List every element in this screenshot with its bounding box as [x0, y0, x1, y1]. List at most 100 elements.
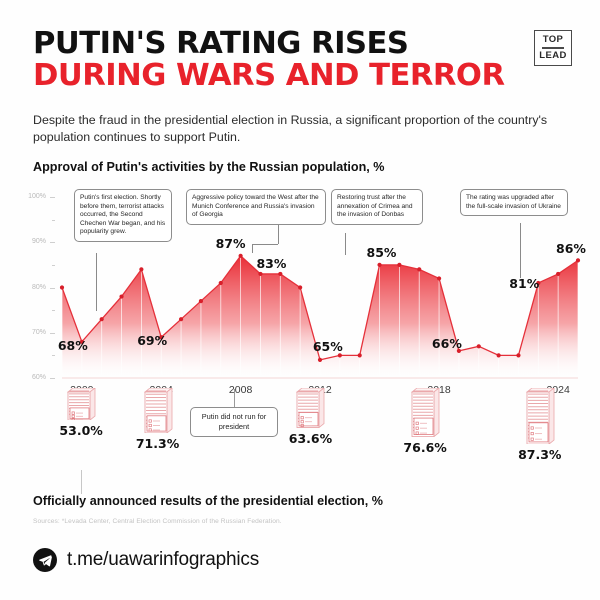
y-axis-label-70: 70%: [31, 328, 46, 336]
chart-value-label: 81%: [509, 275, 540, 291]
chart-data-point[interactable]: [218, 280, 223, 286]
annotation-2008: Aggressive policy toward the West after …: [186, 189, 326, 225]
ballot-stack-icon: [66, 387, 97, 422]
chart-area-fill: [62, 255, 578, 378]
annotation-2008-connector-drop: [252, 244, 253, 253]
ballot-icon: [143, 387, 173, 434]
headline-line-1: PUTIN'S RATING RISES: [33, 26, 409, 61]
results-section-connector: [81, 470, 83, 494]
telegram-handle[interactable]: t.me/uawarinfographics: [67, 549, 260, 570]
chart-data-point[interactable]: [496, 353, 501, 358]
chart-data-point[interactable]: [198, 298, 204, 304]
putin-did-not-run-note: Putin did not run for president: [190, 407, 278, 437]
y-axis-tick: [50, 332, 55, 334]
toplead-logo: TOP LEAD: [534, 30, 572, 66]
chart-data-point[interactable]: [357, 353, 362, 358]
chart-data-point[interactable]: [139, 267, 144, 272]
election-result-2012: 63.6%: [288, 430, 333, 446]
annotation-2008-connector-bar: [252, 244, 278, 245]
chart-data-point[interactable]: [536, 280, 541, 286]
chart-value-label: 68%: [57, 337, 88, 353]
election-column-2004: 71.3%: [128, 387, 188, 451]
chart-data-point[interactable]: [298, 285, 303, 290]
annotation-2000-connector: [96, 253, 97, 311]
chart-data-point[interactable]: [59, 285, 65, 290]
chart-data-point[interactable]: [258, 271, 263, 277]
annotation-2000: Putin's first election. Shortly before t…: [74, 189, 172, 242]
putin-did-not-run-connector: [234, 389, 235, 407]
y-axis-minor-tick: [52, 355, 55, 357]
chart-data-point[interactable]: [575, 258, 581, 263]
chart-value-label: 69%: [137, 333, 168, 349]
y-axis-label-100: 100%: [28, 193, 46, 200]
annotation-2022: The rating was upgraded after the full-s…: [460, 189, 568, 217]
ballot-icon: [66, 387, 97, 422]
chart-data-point[interactable]: [436, 276, 442, 281]
election-result-2000: 53.0%: [59, 423, 103, 439]
chart-data-point[interactable]: [79, 339, 84, 344]
election-column-2024: 87.3%: [510, 387, 570, 462]
chart-section-title: Approval of Putin's activities by the Ru…: [33, 160, 385, 174]
y-axis-tick: [50, 378, 55, 379]
chart-data-point[interactable]: [476, 344, 481, 349]
headline-line-2: DURING WARS AND TERROR: [33, 58, 505, 93]
chart-data-point[interactable]: [238, 253, 243, 258]
subheadline: Despite the fraud in the presidential el…: [33, 113, 548, 144]
telegram-icon: [33, 548, 57, 572]
y-axis-minor-tick: [52, 264, 55, 266]
ballot-icon: [525, 387, 555, 445]
logo-top-text: TOP: [542, 34, 564, 46]
chart-data-point[interactable]: [178, 317, 184, 322]
chart-data-point[interactable]: [516, 353, 521, 358]
results-section-title: Officially announced results of the pres…: [33, 494, 383, 508]
approval-chart: 60% 70% 80% 90% 100% 68% 69% 87% 83% 65% 85% 66% 81%…: [0, 185, 600, 396]
chart-data-point[interactable]: [119, 294, 124, 299]
annotation-2022-connector: [520, 223, 521, 278]
chart-data-point[interactable]: [317, 357, 323, 362]
chart-data-point[interactable]: [397, 262, 402, 267]
y-axis-tick: [50, 287, 55, 289]
election-result-2018: 76.6%: [403, 439, 447, 455]
chart-value-label: 66%: [431, 335, 462, 351]
headline: PUTIN'S RATING RISES DURING WARS AND TER…: [33, 28, 513, 92]
annotation-2014: Restoring trust after the annexation of …: [331, 189, 423, 225]
chart-data-point[interactable]: [99, 317, 104, 322]
annotation-2014-connector: [345, 233, 346, 255]
election-result-2004: 71.3%: [135, 435, 180, 451]
logo-divider: [542, 47, 564, 49]
y-axis-tick: [50, 197, 55, 198]
ballot-icon: [296, 387, 326, 429]
chart-data-point[interactable]: [456, 348, 462, 353]
logo-bottom-text: LEAD: [539, 49, 567, 61]
chart-data-point[interactable]: [417, 267, 422, 272]
chart-value-label: 85%: [366, 244, 397, 260]
ballot-stack-icon: [410, 387, 441, 438]
ballot-stack-icon: [143, 387, 173, 434]
chart-plot: [59, 253, 581, 379]
chart-data-point[interactable]: [337, 353, 342, 358]
sources-note: Sources: *Levada Center, Central Electio…: [33, 518, 282, 525]
chart-data-point[interactable]: [556, 271, 561, 277]
election-column-2012: 63.6%: [280, 387, 340, 446]
y-axis-label-80: 80%: [31, 283, 46, 291]
election-results-row: 53.0% 71.3% 63.6% 76.6% 87.3% Putin did not r…: [0, 387, 600, 494]
ballot-icon: [410, 387, 441, 438]
y-axis-minor-tick: [52, 310, 55, 312]
ballot-stack-icon: [525, 387, 555, 445]
ballot-stack-icon: [295, 387, 326, 429]
y-axis-label-60: 60%: [31, 374, 46, 381]
chart-value-label: 83%: [256, 255, 287, 271]
y-axis-minor-tick: [52, 219, 55, 221]
chart-data-point[interactable]: [278, 271, 283, 277]
telegram-link[interactable]: t.me/uawarinfographics: [33, 548, 259, 572]
chart-value-label: 86%: [556, 241, 586, 257]
chart-data-point[interactable]: [377, 262, 382, 267]
chart-value-label: 65%: [312, 339, 343, 355]
election-column-2000: 53.0%: [51, 387, 111, 439]
y-axis-tick: [50, 242, 55, 244]
chart-value-label: 87%: [215, 235, 246, 251]
y-axis-label-90: 90%: [31, 238, 46, 246]
annotation-2008-connector: [278, 222, 279, 244]
chart-data-point[interactable]: [159, 335, 164, 340]
